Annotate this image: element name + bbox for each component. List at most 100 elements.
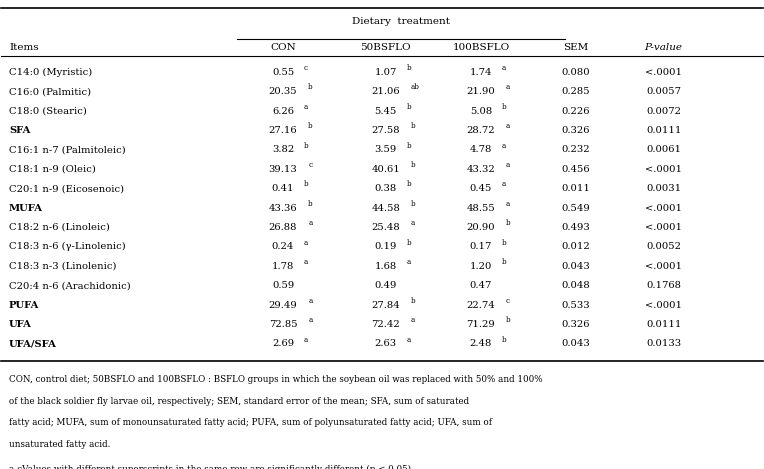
Text: 0.45: 0.45 — [470, 184, 492, 193]
Text: 1.07: 1.07 — [374, 68, 397, 77]
Text: a-cValues with different superscripts in the same row are significantly differen: a-cValues with different superscripts in… — [9, 464, 414, 469]
Text: b: b — [406, 103, 411, 111]
Text: 0.24: 0.24 — [272, 242, 294, 251]
Text: a: a — [411, 219, 415, 227]
Text: C18:1 n-9 (Oleic): C18:1 n-9 (Oleic) — [9, 165, 96, 174]
Text: SEM: SEM — [564, 43, 589, 52]
Text: b: b — [406, 181, 411, 189]
Text: C18:0 (Stearic): C18:0 (Stearic) — [9, 106, 87, 115]
Text: b: b — [406, 64, 411, 72]
Text: 0.0072: 0.0072 — [646, 106, 681, 115]
Text: C16:0 (Palmitic): C16:0 (Palmitic) — [9, 87, 91, 96]
Text: 0.0111: 0.0111 — [646, 320, 681, 329]
Text: 0.0031: 0.0031 — [646, 184, 681, 193]
Text: b: b — [501, 336, 506, 344]
Text: 1.74: 1.74 — [470, 68, 492, 77]
Text: C14:0 (Myristic): C14:0 (Myristic) — [9, 68, 92, 77]
Text: b: b — [411, 297, 416, 305]
Text: 1.68: 1.68 — [374, 262, 397, 271]
Text: UFA: UFA — [9, 320, 32, 329]
Text: a: a — [501, 181, 506, 189]
Text: 5.45: 5.45 — [374, 106, 397, 115]
Text: C20:4 n-6 (Arachidonic): C20:4 n-6 (Arachidonic) — [9, 281, 131, 290]
Text: b: b — [308, 200, 312, 208]
Text: a: a — [308, 297, 312, 305]
Text: 28.72: 28.72 — [467, 126, 495, 135]
Text: 39.13: 39.13 — [269, 165, 297, 174]
Text: 0.326: 0.326 — [562, 126, 591, 135]
Text: of the black soldier fly larvae oil, respectively; SEM, standard error of the me: of the black soldier fly larvae oil, res… — [9, 396, 469, 406]
Text: a: a — [411, 316, 415, 324]
Text: c: c — [308, 161, 312, 169]
Text: b: b — [501, 239, 506, 247]
Text: a: a — [506, 200, 510, 208]
Text: a: a — [501, 142, 506, 150]
Text: 0.41: 0.41 — [272, 184, 294, 193]
Text: ab: ab — [411, 83, 419, 91]
Text: b: b — [501, 258, 506, 266]
Text: b: b — [308, 83, 312, 91]
Text: 0.226: 0.226 — [562, 106, 591, 115]
Text: C18:3 n-3 (Linolenic): C18:3 n-3 (Linolenic) — [9, 262, 116, 271]
Text: unsaturated fatty acid.: unsaturated fatty acid. — [9, 440, 110, 449]
Text: a: a — [406, 336, 410, 344]
Text: 100BSFLO: 100BSFLO — [452, 43, 510, 52]
Text: 0.59: 0.59 — [272, 281, 294, 290]
Text: b: b — [501, 103, 506, 111]
Text: b: b — [406, 142, 411, 150]
Text: 5.08: 5.08 — [470, 106, 492, 115]
Text: 43.36: 43.36 — [269, 204, 297, 212]
Text: 0.38: 0.38 — [374, 184, 397, 193]
Text: b: b — [406, 239, 411, 247]
Text: 27.58: 27.58 — [371, 126, 400, 135]
Text: a: a — [303, 258, 308, 266]
Text: <.0001: <.0001 — [645, 262, 682, 271]
Text: a: a — [303, 103, 308, 111]
Text: 29.49: 29.49 — [269, 301, 297, 310]
Text: 0.0061: 0.0061 — [646, 145, 681, 154]
Text: 1.78: 1.78 — [272, 262, 294, 271]
Text: C20:1 n-9 (Eicosenoic): C20:1 n-9 (Eicosenoic) — [9, 184, 124, 193]
Text: 40.61: 40.61 — [371, 165, 400, 174]
Text: 0.043: 0.043 — [562, 262, 591, 271]
Text: <.0001: <.0001 — [645, 68, 682, 77]
Text: 21.90: 21.90 — [467, 87, 495, 96]
Text: c: c — [506, 297, 510, 305]
Text: 0.456: 0.456 — [562, 165, 591, 174]
Text: Dietary  treatment: Dietary treatment — [352, 17, 450, 26]
Text: 0.012: 0.012 — [562, 242, 591, 251]
Text: 3.82: 3.82 — [272, 145, 294, 154]
Text: C16:1 n-7 (Palmitoleic): C16:1 n-7 (Palmitoleic) — [9, 145, 126, 154]
Text: 20.90: 20.90 — [467, 223, 495, 232]
Text: SFA: SFA — [9, 126, 31, 135]
Text: a: a — [406, 258, 410, 266]
Text: a: a — [308, 316, 312, 324]
Text: b: b — [411, 200, 416, 208]
Text: 50BSFLO: 50BSFLO — [361, 43, 411, 52]
Text: b: b — [411, 122, 416, 130]
Text: a: a — [506, 122, 510, 130]
Text: b: b — [411, 161, 416, 169]
Text: b: b — [506, 219, 510, 227]
Text: 2.48: 2.48 — [470, 339, 492, 348]
Text: 0.47: 0.47 — [470, 281, 492, 290]
Text: c: c — [303, 64, 308, 72]
Text: C18:2 n-6 (Linoleic): C18:2 n-6 (Linoleic) — [9, 223, 110, 232]
Text: <.0001: <.0001 — [645, 301, 682, 310]
Text: UFA/SFA: UFA/SFA — [9, 339, 57, 348]
Text: b: b — [308, 122, 312, 130]
Text: 1.20: 1.20 — [470, 262, 492, 271]
Text: 25.48: 25.48 — [371, 223, 400, 232]
Text: 4.78: 4.78 — [470, 145, 492, 154]
Text: CON: CON — [270, 43, 296, 52]
Text: b: b — [506, 316, 510, 324]
Text: PUFA: PUFA — [9, 301, 40, 310]
Text: 0.0133: 0.0133 — [646, 339, 681, 348]
Text: 44.58: 44.58 — [371, 204, 400, 212]
Text: 27.16: 27.16 — [269, 126, 297, 135]
Text: b: b — [303, 181, 308, 189]
Text: P-value: P-value — [645, 43, 683, 52]
Text: a: a — [303, 336, 308, 344]
Text: 0.549: 0.549 — [562, 204, 591, 212]
Text: 0.232: 0.232 — [562, 145, 591, 154]
